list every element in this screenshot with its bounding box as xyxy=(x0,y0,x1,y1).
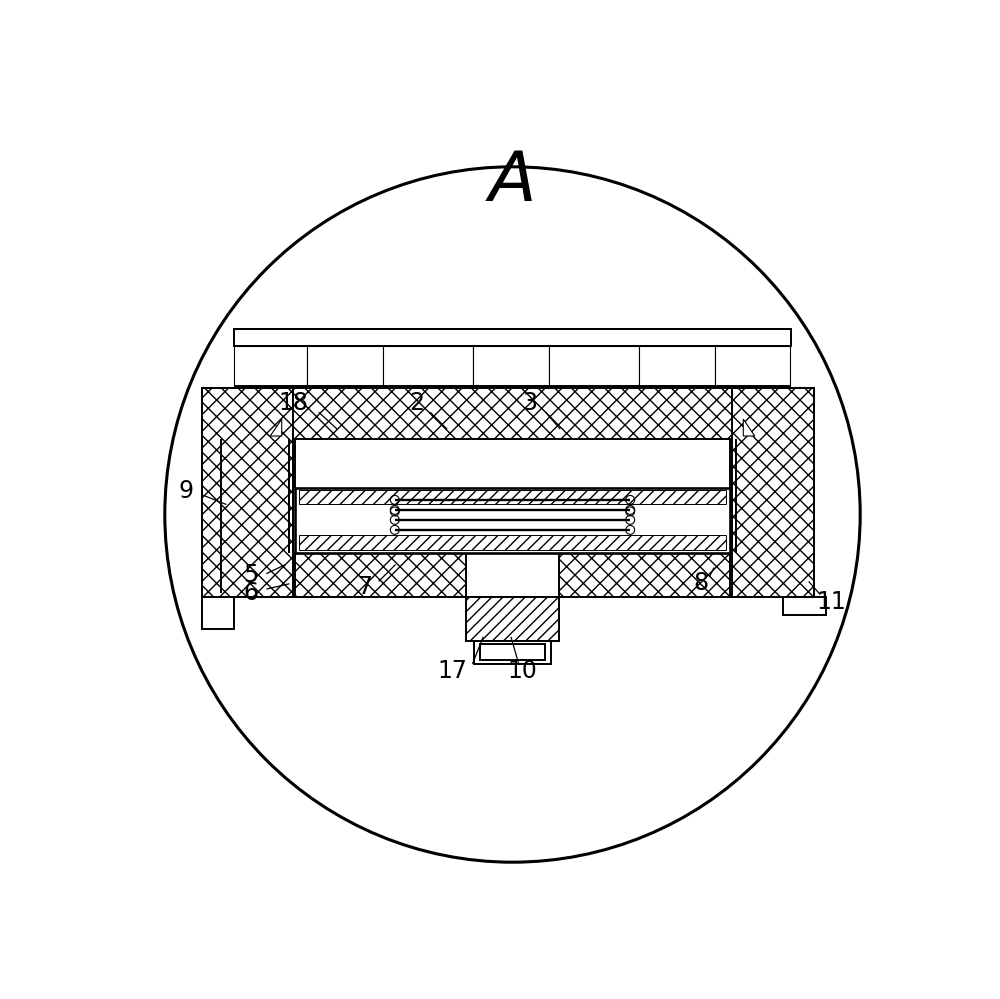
Bar xyxy=(202,596,234,629)
Bar xyxy=(295,488,730,553)
Polygon shape xyxy=(270,420,282,436)
Bar xyxy=(293,388,732,440)
Text: 6: 6 xyxy=(243,581,258,605)
Text: 11: 11 xyxy=(817,590,847,614)
Bar xyxy=(480,644,545,660)
Bar xyxy=(383,346,473,386)
Bar xyxy=(732,388,814,596)
Bar xyxy=(783,596,826,615)
Text: 8: 8 xyxy=(693,571,709,595)
Polygon shape xyxy=(743,420,755,436)
Bar xyxy=(466,596,559,640)
Text: 9: 9 xyxy=(178,479,193,502)
Bar xyxy=(299,535,726,549)
Text: 10: 10 xyxy=(508,659,537,683)
Text: 7: 7 xyxy=(357,574,372,598)
Bar xyxy=(307,346,383,386)
Text: A: A xyxy=(489,148,536,216)
Bar xyxy=(473,346,549,386)
Bar xyxy=(474,640,551,663)
Bar xyxy=(299,490,726,504)
Bar xyxy=(549,346,639,386)
Text: 5: 5 xyxy=(243,563,259,587)
Text: 3: 3 xyxy=(523,391,538,415)
Bar xyxy=(715,346,790,386)
Bar xyxy=(234,346,307,386)
Text: 2: 2 xyxy=(409,391,424,415)
Bar xyxy=(234,329,791,346)
Text: 18: 18 xyxy=(278,391,308,415)
Bar xyxy=(202,388,293,596)
Text: 17: 17 xyxy=(438,659,467,683)
Circle shape xyxy=(165,167,860,862)
Bar xyxy=(559,553,730,596)
Bar xyxy=(295,553,466,596)
Bar xyxy=(639,346,715,386)
